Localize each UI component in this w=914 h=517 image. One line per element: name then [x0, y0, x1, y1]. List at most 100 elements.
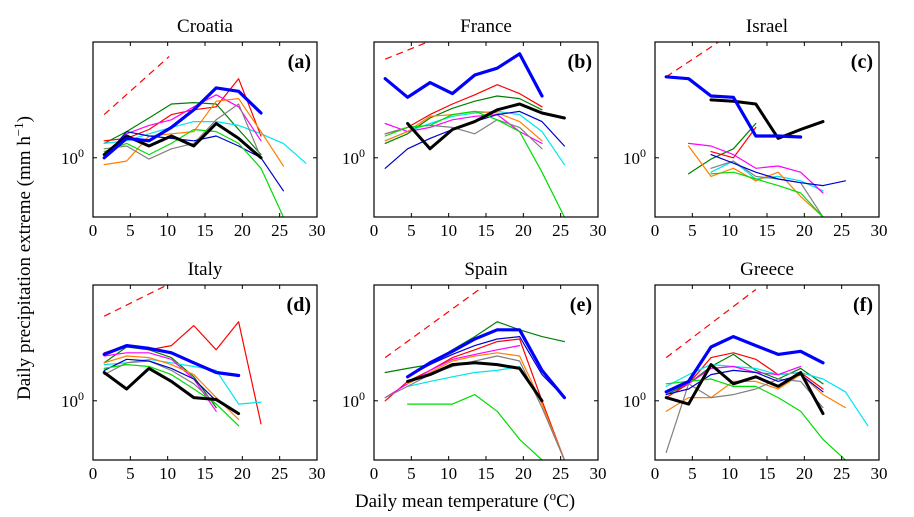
reference-dashed-line: [103, 55, 170, 116]
series-line-4: [407, 365, 521, 387]
x-tick-label: 0: [651, 221, 660, 240]
plot-frame: [654, 41, 880, 218]
panel-letter: (c): [851, 51, 873, 73]
series-line-3: [710, 126, 757, 159]
plot-frame: [373, 284, 599, 461]
y-tick-exponent: 0: [359, 146, 365, 160]
series-line-7: [103, 103, 262, 160]
x-tick-label: 10: [440, 464, 457, 483]
series-line-10: [709, 98, 825, 140]
x-tick-label: 5: [688, 464, 697, 483]
series-line-5: [687, 142, 824, 194]
series-line-8: [710, 154, 847, 187]
series-line-4: [384, 110, 566, 166]
series-line-9: [710, 171, 824, 217]
x-tick-label: 25: [833, 464, 850, 483]
y-tick-base: 10: [342, 149, 359, 168]
series-line-4: [103, 120, 307, 164]
series-line-10: [406, 102, 566, 151]
reference-dashed-line: [103, 285, 169, 317]
y-axis-label-close: ): [14, 116, 35, 122]
x-tick-label: 10: [721, 221, 738, 240]
y-tick-base: 10: [61, 392, 78, 411]
x-tick-label: 20: [796, 221, 813, 240]
x-tick-label: 25: [552, 221, 569, 240]
plot-frame: [654, 284, 880, 461]
series-line-8: [103, 358, 217, 402]
x-tick-label: 25: [271, 464, 288, 483]
series-line-11: [102, 344, 241, 378]
series-line-11: [406, 328, 567, 400]
x-tick-label: 15: [759, 464, 776, 483]
series-line-11: [664, 335, 825, 394]
series-line-9: [407, 394, 547, 460]
x-tick-label: 5: [407, 221, 416, 240]
reference-dashed-line: [665, 289, 757, 359]
y-tick-exponent: 0: [359, 389, 365, 403]
series-line-2: [384, 321, 566, 374]
x-tick-label: 25: [552, 464, 569, 483]
x-tick-label: 20: [234, 221, 251, 240]
x-tick-label: 20: [515, 221, 532, 240]
x-tick-label: 10: [440, 221, 457, 240]
series-line-8: [407, 336, 566, 399]
y-tick-label: 100: [61, 146, 84, 168]
x-tick-label: 15: [478, 221, 495, 240]
series-line-11: [664, 75, 803, 139]
x-tick-label: 0: [651, 464, 660, 483]
series-line-4: [665, 364, 869, 427]
x-tick-label: 30: [309, 464, 326, 483]
x-tick-label: 15: [197, 221, 214, 240]
panel-letter: (a): [288, 51, 311, 73]
x-tick-label: 25: [271, 221, 288, 240]
panel-title: Greece: [740, 259, 794, 280]
x-tick-label: 30: [309, 221, 326, 240]
panel-title: France: [460, 16, 512, 37]
series-line-3: [103, 321, 262, 425]
x-tick-label: 0: [370, 464, 379, 483]
y-tick-label: 100: [61, 389, 84, 411]
series-lines: [384, 286, 567, 460]
series-line-6: [665, 374, 847, 412]
series-line-10: [664, 363, 825, 416]
series-lines: [664, 289, 869, 460]
y-tick-exponent: 0: [78, 389, 84, 403]
x-tick-label: 30: [871, 464, 888, 483]
panel-title: Italy: [188, 259, 223, 280]
panel-title: Israel: [746, 16, 788, 37]
reference-dashed-line: [384, 286, 483, 359]
y-tick-base: 10: [623, 149, 640, 168]
x-tick-label: 10: [159, 464, 176, 483]
x-tick-label: 15: [478, 464, 495, 483]
series-line-10: [406, 361, 544, 403]
panel-title: Spain: [464, 259, 508, 280]
series-line-5: [384, 113, 543, 144]
series-line-9: [384, 110, 566, 217]
series-line-6: [687, 145, 824, 217]
series-line-5: [103, 352, 217, 412]
y-tick-label: 100: [623, 389, 646, 411]
series-line-11: [102, 86, 263, 160]
series-line-3: [384, 84, 543, 135]
y-axis-label: Daily precipitation extreme (mm h−1): [11, 116, 35, 400]
x-tick-label: 15: [759, 221, 776, 240]
series-line-7: [710, 160, 824, 217]
x-tick-label: 30: [590, 464, 607, 483]
x-tick-label: 0: [370, 221, 379, 240]
panel-letter: (f): [853, 294, 873, 316]
x-tick-label: 20: [796, 464, 813, 483]
plot-frame: [92, 284, 318, 461]
series-line-10: [102, 366, 241, 416]
reference-dashed-line: [665, 42, 719, 78]
x-tick-label: 20: [234, 464, 251, 483]
x-tick-label: 5: [126, 221, 135, 240]
series-line-7: [665, 378, 824, 453]
y-axis-label-main: Daily precipitation extreme (mm h: [14, 136, 35, 400]
panel-title: Croatia: [177, 16, 233, 37]
series-line-9: [103, 364, 240, 427]
